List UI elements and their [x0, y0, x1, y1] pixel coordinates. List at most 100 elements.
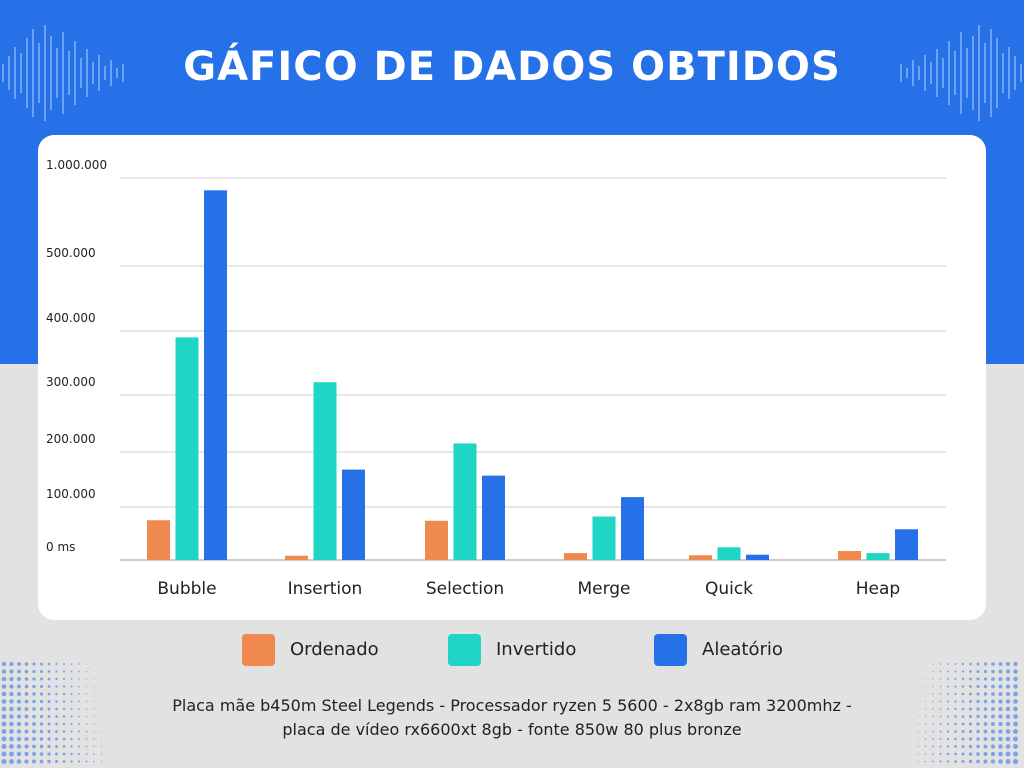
decor-dot	[924, 723, 927, 725]
decor-dot	[1, 736, 7, 742]
decor-dot	[47, 670, 51, 673]
decor-dot	[100, 730, 103, 733]
decor-dot	[947, 685, 949, 688]
decor-dot	[93, 715, 95, 718]
decor-dot	[976, 744, 980, 749]
decor-dot	[917, 686, 919, 687]
decor-dot	[983, 684, 988, 689]
decor-dot	[54, 759, 59, 764]
decor-dot	[17, 662, 21, 666]
decor-dot	[1013, 714, 1018, 719]
decor-dot	[100, 760, 103, 763]
decor-dot	[70, 752, 73, 756]
hardware-specs-footer: Placa mãe b450m Steel Legends - Processa…	[0, 694, 1024, 742]
y-tick-label: 1.000.000	[46, 158, 107, 172]
decor-dot	[1013, 736, 1018, 742]
decor-dot	[93, 671, 95, 672]
decor-dot	[932, 685, 934, 688]
bottom-left-dots-decoration	[1, 661, 103, 765]
decor-dot	[932, 753, 934, 755]
decor-dot	[70, 670, 73, 673]
decor-dot	[932, 670, 934, 673]
decor-dot	[998, 699, 1003, 704]
decor-dot	[946, 737, 950, 741]
decor-dot	[32, 677, 36, 681]
decor-dot	[17, 677, 21, 681]
decor-dot	[968, 759, 973, 764]
decor-dot	[77, 760, 81, 763]
decor-dot	[24, 722, 29, 726]
decor-dot	[16, 729, 22, 734]
decor-dot	[961, 670, 965, 673]
decor-dot	[1013, 676, 1018, 682]
decor-dot	[70, 685, 73, 688]
decor-dot	[78, 723, 80, 725]
decor-dot	[101, 723, 102, 725]
decor-dot	[954, 663, 957, 665]
decor-dot	[991, 707, 995, 711]
decor-dot	[925, 671, 926, 672]
decor-dot	[1, 758, 7, 765]
decor-dot	[990, 736, 996, 742]
decor-dot	[961, 685, 965, 688]
bar-merge-aleatorio	[621, 497, 644, 560]
decor-dot	[1005, 714, 1011, 719]
decor-dot	[968, 729, 973, 734]
decor-dot	[983, 707, 988, 711]
legend-label-aleatorio: Aleatório	[702, 639, 783, 660]
decor-dot	[24, 684, 29, 689]
decor-dot	[9, 661, 14, 667]
decor-dot	[32, 759, 36, 764]
decor-dot	[55, 722, 58, 726]
decor-dot	[1, 706, 7, 712]
decor-dot	[1013, 699, 1018, 704]
decor-dot	[24, 677, 29, 681]
decor-dot	[62, 677, 66, 681]
decor-dot	[976, 707, 980, 711]
decor-dot	[939, 745, 942, 748]
decor-dot	[947, 700, 949, 703]
decor-dot	[924, 760, 927, 763]
decor-dot	[70, 730, 73, 733]
legend-label-ordenado: Ordenado	[290, 639, 379, 660]
decor-dot	[93, 738, 95, 740]
decor-dot	[78, 738, 80, 740]
decor-dot	[55, 700, 58, 703]
decor-dot	[62, 707, 66, 711]
decor-dot	[78, 685, 80, 688]
decor-dot	[101, 663, 102, 665]
decor-dot	[991, 669, 995, 674]
legend-swatch-aleatorio	[654, 634, 687, 666]
decor-dot	[55, 677, 58, 681]
decor-dot	[924, 708, 927, 710]
decor-dot	[1, 676, 7, 682]
decor-dot	[47, 752, 51, 756]
decor-dot	[78, 678, 80, 680]
decor-dot	[47, 692, 51, 696]
decor-dot	[1, 721, 7, 727]
decor-dot	[47, 744, 51, 749]
decor-dot	[70, 745, 73, 748]
decor-dot	[32, 669, 36, 674]
decor-dot	[55, 730, 58, 733]
decor-dot	[968, 744, 973, 749]
decor-dot	[1005, 699, 1011, 704]
decor-dot	[70, 722, 73, 726]
decor-dot	[968, 722, 973, 726]
decor-dot	[93, 678, 95, 680]
decor-dot	[78, 730, 80, 733]
decor-dot	[93, 686, 95, 687]
decor-dot	[62, 700, 66, 703]
decor-dot	[939, 752, 942, 756]
decor-dot	[101, 716, 102, 717]
decor-dot	[9, 751, 14, 757]
decor-dot	[78, 700, 80, 703]
decor-dot	[990, 729, 996, 734]
decor-dot	[968, 737, 973, 741]
decor-dot	[47, 662, 51, 666]
decor-dot	[991, 714, 995, 719]
decor-dot	[954, 760, 957, 763]
decor-dot	[1005, 729, 1011, 734]
decor-dot	[983, 759, 988, 764]
decor-dot	[976, 670, 980, 673]
